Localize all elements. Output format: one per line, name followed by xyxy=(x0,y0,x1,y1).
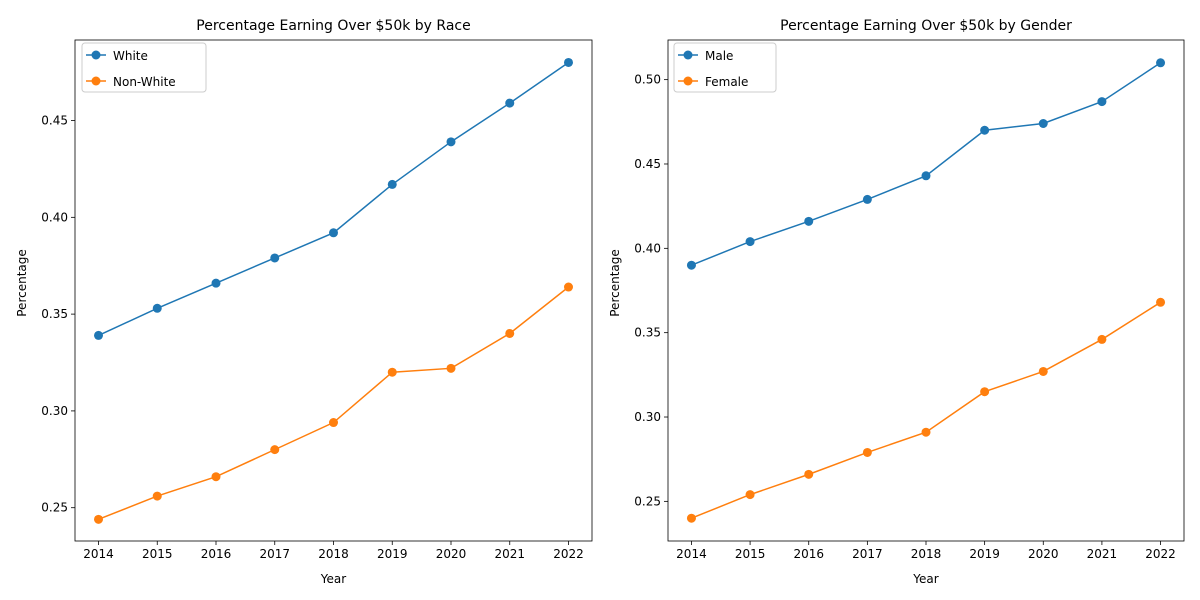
data-point-non-white xyxy=(505,328,515,338)
legend-frame xyxy=(673,42,777,93)
legend-frame xyxy=(81,42,207,93)
data-point-male xyxy=(980,125,990,135)
data-point-white xyxy=(564,57,573,67)
data-point-non-white xyxy=(387,367,397,377)
data-point-female xyxy=(686,513,696,523)
legend-marker-non-white xyxy=(91,76,101,86)
data-point-white xyxy=(329,228,338,238)
chart-title: Percentage Earning Over $50k by Race xyxy=(196,18,470,34)
legend-marker-white xyxy=(91,50,101,60)
y-tick-label: 0.50 xyxy=(634,73,661,87)
series-line-white xyxy=(98,61,569,337)
y-tick-label: 0.45 xyxy=(634,157,661,171)
data-point-non-white xyxy=(329,418,338,428)
x-tick-label: 2020 xyxy=(1028,547,1059,561)
data-point-male xyxy=(1156,58,1166,68)
series-line-female xyxy=(691,301,1161,519)
data-point-male xyxy=(745,237,755,247)
x-tick-label: 2020 xyxy=(436,547,467,561)
data-point-white xyxy=(94,330,103,340)
legend-marker-female xyxy=(683,76,693,86)
data-point-male xyxy=(862,194,872,204)
y-tick-label: 0.25 xyxy=(634,494,661,508)
data-point-white xyxy=(505,98,515,108)
legend-label-white: White xyxy=(113,49,148,63)
x-tick-label: 2016 xyxy=(793,547,824,561)
data-point-white xyxy=(211,278,221,288)
x-tick-label: 2014 xyxy=(676,547,707,561)
chart-title: Percentage Earning Over $50k by Gender xyxy=(780,18,1072,34)
x-tick-label: 2014 xyxy=(83,547,114,561)
series-line-non-white xyxy=(98,286,569,521)
data-point-non-white xyxy=(446,363,456,373)
y-tick-label: 0.40 xyxy=(41,210,68,224)
y-tick-label: 0.35 xyxy=(41,307,68,321)
x-tick-label: 2018 xyxy=(911,547,942,561)
data-point-male xyxy=(1097,97,1107,107)
plot-area: 2014 2015 2016 2017 2018 2019 2020 2021 2022 0.25… xyxy=(634,39,1185,561)
x-tick-label: 2022 xyxy=(1145,547,1176,561)
data-point-female xyxy=(862,447,872,457)
y-axis-label: Percentage xyxy=(15,249,29,317)
legend-label-non-white: Non-White xyxy=(113,75,176,89)
x-tick-label: 2017 xyxy=(852,547,883,561)
axes-frame xyxy=(667,39,1185,542)
x-tick-label: 2019 xyxy=(377,547,408,561)
x-tick-label: 2021 xyxy=(1087,547,1118,561)
legend-label-male: Male xyxy=(705,49,733,63)
x-tick-label: 2019 xyxy=(969,547,1000,561)
x-axis-label: Year xyxy=(320,572,346,586)
legend: Male Female xyxy=(673,42,777,93)
x-tick-label: 2015 xyxy=(735,547,766,561)
data-point-male xyxy=(804,216,814,226)
data-point-male xyxy=(1038,119,1048,128)
x-tick-label: 2015 xyxy=(142,547,173,561)
y-tick-label: 0.35 xyxy=(634,326,661,340)
data-point-non-white xyxy=(211,472,221,482)
legend: White Non-White xyxy=(81,42,207,93)
data-point-male xyxy=(921,171,931,181)
x-tick-label: 2017 xyxy=(259,547,290,561)
x-axis-label: Year xyxy=(912,572,938,586)
y-tick-label: 0.45 xyxy=(41,114,68,128)
y-axis-label: Percentage xyxy=(608,249,622,317)
chart-race: Percentage Earning Over $50k by Race 201… xyxy=(15,18,593,586)
series-line-male xyxy=(691,62,1161,266)
data-point-non-white xyxy=(564,282,573,292)
data-point-non-white xyxy=(152,491,162,501)
x-tick-label: 2021 xyxy=(494,547,525,561)
axes-frame xyxy=(74,39,593,542)
data-point-non-white xyxy=(270,445,280,455)
x-tick-label: 2022 xyxy=(553,547,584,561)
data-point-non-white xyxy=(94,514,103,524)
y-tick-label: 0.30 xyxy=(41,404,68,418)
data-point-male xyxy=(686,260,696,270)
y-tick-label: 0.25 xyxy=(41,501,68,515)
data-point-female xyxy=(1097,334,1107,344)
data-point-female xyxy=(1038,366,1048,376)
plot-area: 2014 2015 2016 2017 2018 2019 2020 2021 2022 0.25… xyxy=(41,39,593,561)
data-point-white xyxy=(270,253,280,263)
data-point-female xyxy=(745,490,755,500)
legend-label-female: Female xyxy=(705,75,748,89)
data-point-female xyxy=(1156,297,1166,307)
y-tick-label: 0.30 xyxy=(634,410,661,424)
data-point-white xyxy=(387,179,397,189)
data-point-female xyxy=(921,427,931,437)
x-tick-label: 2016 xyxy=(201,547,232,561)
chart-gender: Percentage Earning Over $50k by Gender 2… xyxy=(608,18,1185,586)
y-tick-label: 0.40 xyxy=(634,241,661,255)
legend-marker-male xyxy=(683,50,693,60)
data-point-white xyxy=(152,303,162,313)
data-point-female xyxy=(804,469,814,479)
x-tick-label: 2018 xyxy=(318,547,349,561)
data-point-female xyxy=(980,387,990,397)
data-point-white xyxy=(446,137,456,147)
